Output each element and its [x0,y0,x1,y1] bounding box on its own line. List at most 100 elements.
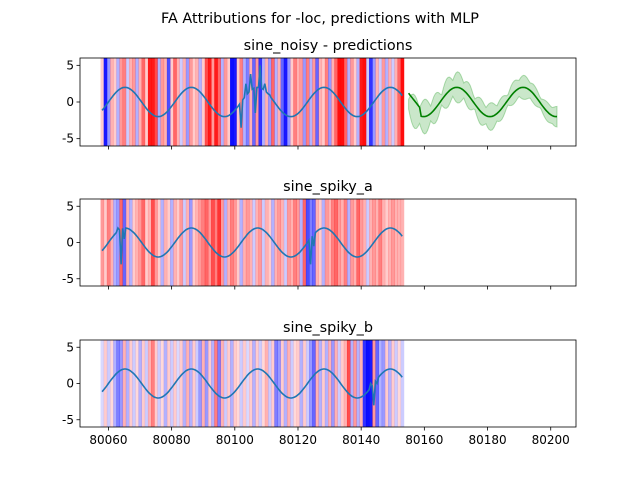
attribution-stripe [249,340,253,427]
attribution-stripe [226,340,231,427]
attribution-stripe [264,199,269,286]
attribution-stripe [328,340,332,427]
attribution-stripe [116,199,120,286]
prediction-band [408,71,558,135]
attribution-stripe [110,58,114,146]
attribution-stripe [138,58,143,146]
attribution-stripe [188,58,193,146]
attribution-stripe [378,199,383,286]
attribution-stripe [356,58,360,146]
attribution-stripe [147,340,152,427]
attribution-stripe [315,340,319,427]
attribution-stripe [242,340,247,427]
attribution-stripe [384,58,389,146]
attribution-stripe [343,199,348,286]
attribution-stripe [110,199,114,286]
attribution-stripe [188,199,193,286]
attribution-stripe [233,58,237,146]
attribution-stripe [192,58,196,146]
attribution-stripe [365,199,370,286]
attribution-stripe [280,58,285,146]
attribution-stripe [388,340,392,427]
attribution-stripe [302,199,307,286]
attribution-stripe [315,58,319,146]
attribution-stripe [337,340,342,427]
attribution-stripe [267,199,272,286]
attribution-stripe [242,58,247,146]
attribution-stripe [337,199,342,286]
attribution-stripe [353,58,357,146]
attribution-stripe [198,340,203,427]
attribution-stripe [192,199,196,286]
attribution-stripe [391,199,395,286]
panel-title: sine_spiky_b [283,320,373,336]
chart-panel-2: -5 0 5 sine_spiky_a [62,179,577,290]
attribution-stripe [334,340,338,427]
attribution-stripe [195,199,199,286]
attribution-stripe [245,340,250,427]
attribution-stripe [239,58,244,146]
xtick-label: 80160 [405,433,443,447]
attribution-stripe [132,199,136,286]
attribution-stripe [252,199,256,286]
attribution-stripe [100,199,105,286]
attribution-stripe [324,340,329,427]
attribution-stripe [277,199,282,286]
attribution-stripe [283,340,288,427]
attribution-stripe [350,340,354,427]
attribution-stripe [293,199,297,286]
attribution-stripe [207,340,212,427]
attribution-stripe [217,58,221,146]
attribution-stripe [331,199,335,286]
attribution-stripe [293,340,297,427]
attribution-stripe [340,58,345,146]
attribution-stripe [207,58,212,146]
attribution-stripe [166,58,171,146]
attribution-stripe [353,199,357,286]
ytick-label: 0 [66,377,74,391]
attribution-stripe [151,340,155,427]
attribution-stripe [381,199,386,286]
attribution-stripe [312,340,316,427]
attribution-stripe [397,340,402,427]
attribution-stripe [116,58,120,146]
attribution-stripe [258,58,263,146]
attribution-stripe [163,58,168,146]
attribution-stripe [141,199,146,286]
panels: -5 0 5 sine_noisy - predictions -5 0 5 sine_spi… [62,38,577,447]
attribution-stripe [211,58,215,146]
xtick-label: 80100 [216,433,254,447]
attribution-stripe [375,58,379,146]
attribution-stripe [356,199,360,286]
attribution-stripe [116,340,120,427]
attribution-stripe [267,58,272,146]
attribution-stripe [141,340,146,427]
attribution-stripe [192,340,196,427]
ytick-label: 0 [66,95,74,109]
attribution-stripe [223,58,228,146]
attribution-stripe [302,58,307,146]
attribution-stripe [201,199,206,286]
attribution-stripe [157,340,161,427]
attribution-stripe [388,199,392,286]
attribution-stripe [286,340,291,427]
attribution-stripe [378,340,383,427]
attribution-stripe [328,58,332,146]
attribution-stripe [198,58,203,146]
plot-area [100,340,405,427]
attribution-stripe [274,340,278,427]
xtick-label: 80200 [532,433,570,447]
attribution-stripe [283,58,288,146]
attribution-stripe [249,199,253,286]
xtick-label: 80180 [468,433,506,447]
attribution-stripe [274,58,278,146]
attribution-stripe [211,340,215,427]
attribution-stripe [233,199,237,286]
ytick-label: -5 [62,413,74,427]
attribution-stripe [195,340,199,427]
attribution-stripe [372,340,376,427]
attribution-stripe [255,58,259,146]
ytick-label: 5 [66,340,74,354]
attribution-stripe [394,58,398,146]
